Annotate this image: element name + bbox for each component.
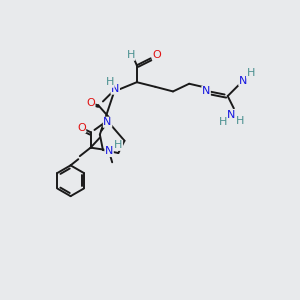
Text: O: O — [152, 50, 161, 60]
Text: H: H — [106, 77, 114, 87]
Text: H: H — [127, 50, 135, 60]
Text: N: N — [226, 110, 235, 119]
Text: N: N — [111, 84, 119, 94]
Text: N: N — [103, 117, 112, 127]
Text: H: H — [219, 117, 227, 127]
Text: O: O — [86, 98, 95, 108]
Text: O: O — [77, 123, 86, 133]
Text: H: H — [247, 68, 255, 78]
Text: H: H — [114, 140, 122, 150]
Text: N: N — [202, 86, 210, 96]
Text: N: N — [239, 76, 247, 86]
Text: N: N — [105, 146, 113, 157]
Text: H: H — [236, 116, 244, 126]
